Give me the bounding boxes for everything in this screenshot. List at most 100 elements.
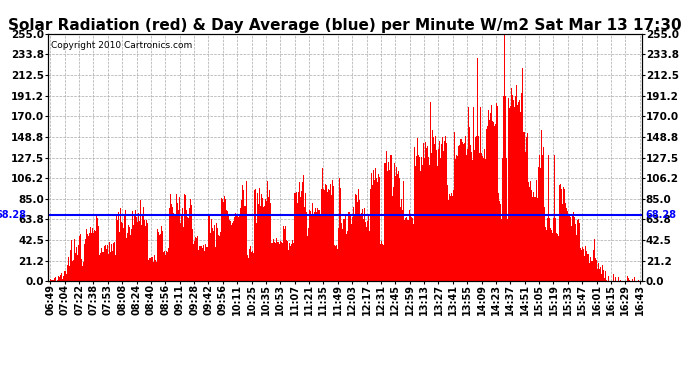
Bar [198, 249, 199, 281]
Bar [426, 138, 428, 281]
Bar [525, 152, 526, 281]
Bar [368, 214, 369, 281]
Bar [214, 225, 215, 281]
Bar [321, 189, 322, 281]
Bar [313, 214, 314, 281]
Bar [363, 219, 364, 281]
Bar [248, 249, 250, 281]
Bar [343, 219, 344, 281]
Bar [310, 211, 311, 281]
Bar [429, 165, 431, 281]
Bar [224, 196, 225, 281]
Bar [373, 170, 374, 281]
Bar [627, 276, 629, 281]
Bar [130, 235, 131, 281]
Bar [510, 106, 511, 281]
Bar [408, 210, 410, 281]
Bar [413, 147, 415, 281]
Bar [164, 251, 165, 281]
Bar [189, 208, 190, 281]
Bar [438, 149, 440, 281]
Bar [515, 96, 516, 281]
Bar [412, 218, 413, 281]
Bar [178, 210, 179, 281]
Bar [90, 233, 92, 281]
Bar [51, 280, 52, 281]
Bar [561, 189, 562, 281]
Bar [476, 136, 477, 281]
Bar [507, 219, 508, 281]
Bar [75, 253, 76, 281]
Bar [444, 141, 445, 281]
Bar [568, 215, 569, 281]
Bar [69, 266, 70, 281]
Bar [393, 187, 394, 281]
Bar [290, 246, 291, 281]
Bar [97, 228, 99, 281]
Bar [197, 236, 198, 281]
Bar [191, 205, 192, 281]
Bar [600, 267, 602, 281]
Bar [329, 190, 330, 281]
Bar [497, 106, 498, 281]
Bar [524, 132, 525, 281]
Bar [357, 202, 358, 281]
Bar [139, 221, 140, 281]
Bar [243, 190, 244, 281]
Text: 68.28: 68.28 [0, 210, 26, 220]
Bar [183, 227, 184, 281]
Bar [342, 230, 343, 281]
Bar [552, 233, 553, 281]
Bar [504, 34, 505, 281]
Bar [388, 170, 390, 281]
Bar [171, 204, 172, 281]
Bar [144, 220, 145, 281]
Bar [632, 279, 633, 281]
Bar [235, 213, 236, 281]
Bar [528, 182, 529, 281]
Bar [428, 158, 429, 281]
Bar [279, 244, 280, 281]
Bar [339, 178, 340, 281]
Bar [580, 250, 582, 281]
Bar [185, 195, 186, 281]
Bar [196, 238, 197, 281]
Bar [474, 150, 475, 281]
Bar [488, 110, 489, 281]
Bar [190, 199, 191, 281]
Bar [620, 280, 621, 281]
Bar [121, 222, 122, 281]
Bar [496, 103, 497, 281]
Bar [307, 236, 308, 281]
Bar [58, 276, 59, 281]
Bar [533, 192, 534, 281]
Bar [514, 107, 515, 281]
Bar [177, 203, 178, 281]
Bar [500, 204, 501, 281]
Bar [509, 108, 510, 281]
Bar [74, 239, 75, 281]
Bar [511, 87, 512, 281]
Bar [344, 219, 345, 281]
Bar [539, 155, 540, 281]
Bar [140, 200, 141, 281]
Bar [529, 187, 530, 281]
Bar [187, 217, 188, 281]
Bar [296, 192, 297, 281]
Bar [145, 226, 146, 281]
Bar [359, 200, 360, 281]
Bar [516, 86, 517, 281]
Bar [169, 208, 170, 281]
Bar [223, 202, 224, 281]
Bar [168, 249, 169, 281]
Bar [316, 212, 317, 281]
Bar [361, 213, 362, 281]
Bar [262, 202, 264, 281]
Bar [564, 203, 566, 281]
Bar [108, 254, 110, 281]
Bar [174, 216, 175, 281]
Bar [293, 243, 295, 281]
Bar [63, 272, 65, 281]
Bar [571, 214, 573, 281]
Bar [473, 106, 474, 281]
